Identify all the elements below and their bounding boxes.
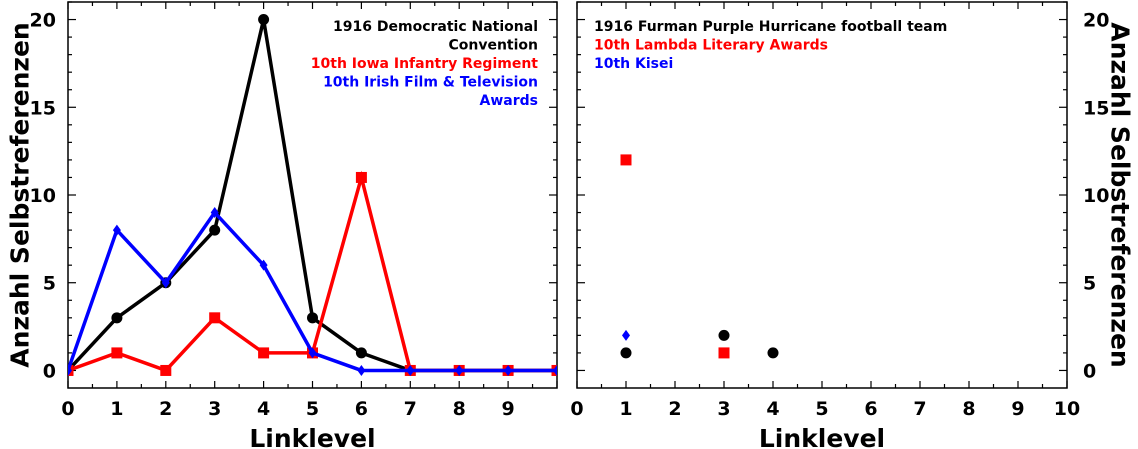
x-tick-label: 0: [570, 398, 583, 420]
x-tick-label: 3: [717, 398, 730, 420]
data-point-circle: [355, 347, 367, 359]
data-point-diamond: [259, 259, 268, 271]
x-tick-label: 5: [815, 398, 828, 420]
plot-area: [68, 14, 557, 376]
legend-entry: Awards: [480, 93, 538, 109]
legend-entry: 1916 Democratic National: [333, 19, 538, 35]
legend-entry: 1916 Furman Purple Hurricane football te…: [594, 19, 947, 35]
x-tick-label: 2: [668, 398, 681, 420]
data-point-diamond: [68, 364, 72, 376]
data-point-diamond: [357, 364, 366, 376]
y-axis-label: Anzahl Selbstreferenzen: [6, 22, 35, 367]
legend-entry: 10th Lambda Literary Awards: [594, 38, 828, 54]
data-point-circle: [620, 347, 632, 359]
data-point-diamond: [308, 347, 317, 359]
data-point-circle: [767, 347, 779, 359]
y-tick-label: 10: [30, 185, 56, 207]
data-point-square: [258, 347, 270, 359]
series-0: [620, 329, 779, 359]
legend: 1916 Furman Purple Hurricane football te…: [594, 19, 947, 72]
plot-area: [620, 154, 779, 359]
left-chart-panel: 0 1 2 3 4 5 6 7 8 9 0 5 10 15 20 Linklevel Anzahl Selbst…: [6, 1, 558, 449]
data-point-circle: [307, 312, 318, 324]
legend: 1916 Democratic National Convention 10th I…: [311, 19, 539, 109]
data-point-diamond: [553, 364, 557, 376]
x-tick-label: 7: [404, 398, 417, 420]
series-1: [620, 154, 730, 359]
data-point-circle: [718, 329, 730, 341]
x-axis-label: Linklevel: [249, 424, 375, 449]
data-point-diamond: [161, 277, 170, 289]
data-point-square: [209, 312, 221, 324]
data-point-circle: [209, 224, 221, 236]
x-tick-label: 6: [355, 398, 368, 420]
x-tick-label: 2: [159, 398, 172, 420]
x-tick-label: 6: [864, 398, 877, 420]
x-axis-label: Linklevel: [759, 424, 885, 449]
series-2: [68, 207, 557, 376]
series-2: [622, 329, 630, 341]
x-tick-label: 10: [1054, 398, 1080, 420]
x-tick-label: 8: [962, 398, 975, 420]
legend-entry: 10th Irish Film & Television: [323, 75, 538, 91]
x-tick-label: 7: [913, 398, 926, 420]
y-tick-label: 15: [1083, 97, 1109, 119]
x-tick-label: 4: [766, 398, 779, 420]
y-tick-label: 15: [30, 97, 56, 119]
legend-entry: 10th Kisei: [594, 56, 673, 72]
x-tick-label: 1: [110, 398, 123, 420]
data-point-square: [355, 171, 367, 183]
data-point-square: [620, 154, 632, 166]
data-point-square: [111, 347, 123, 359]
data-point-square: [718, 347, 730, 359]
legend-entry: 10th Iowa Infantry Regiment: [311, 56, 539, 72]
y-tick-label: 5: [1083, 273, 1096, 295]
x-tick-label: 4: [257, 398, 270, 420]
y-tick-label: 10: [1083, 185, 1109, 207]
y-tick-label: 5: [43, 273, 56, 295]
y-tick-label: 0: [43, 360, 56, 382]
y-tick-label: 20: [1083, 10, 1109, 32]
data-point-diamond: [406, 364, 415, 376]
x-tick-label: 0: [61, 398, 74, 420]
x-tick-label: 3: [208, 398, 221, 420]
x-tick-label: 8: [453, 398, 466, 420]
data-point-circle: [111, 312, 123, 324]
y-tick-label: 0: [1083, 360, 1096, 382]
y-axis-label: Anzahl Selbstreferenzen: [1106, 22, 1135, 367]
data-point-diamond: [112, 224, 121, 236]
x-tick-label: 9: [501, 398, 514, 420]
data-point-diamond: [210, 207, 219, 219]
legend-entry: Convention: [448, 38, 538, 54]
x-tick-label: 9: [1011, 398, 1024, 420]
data-point-diamond: [455, 364, 464, 376]
data-point-diamond: [622, 329, 630, 341]
x-tick-label: 1: [619, 398, 632, 420]
x-tick-label: 5: [306, 398, 319, 420]
data-point-diamond: [504, 364, 513, 376]
data-point-square: [160, 364, 172, 376]
data-point-circle: [258, 14, 270, 26]
y-tick-label: 20: [30, 10, 56, 32]
